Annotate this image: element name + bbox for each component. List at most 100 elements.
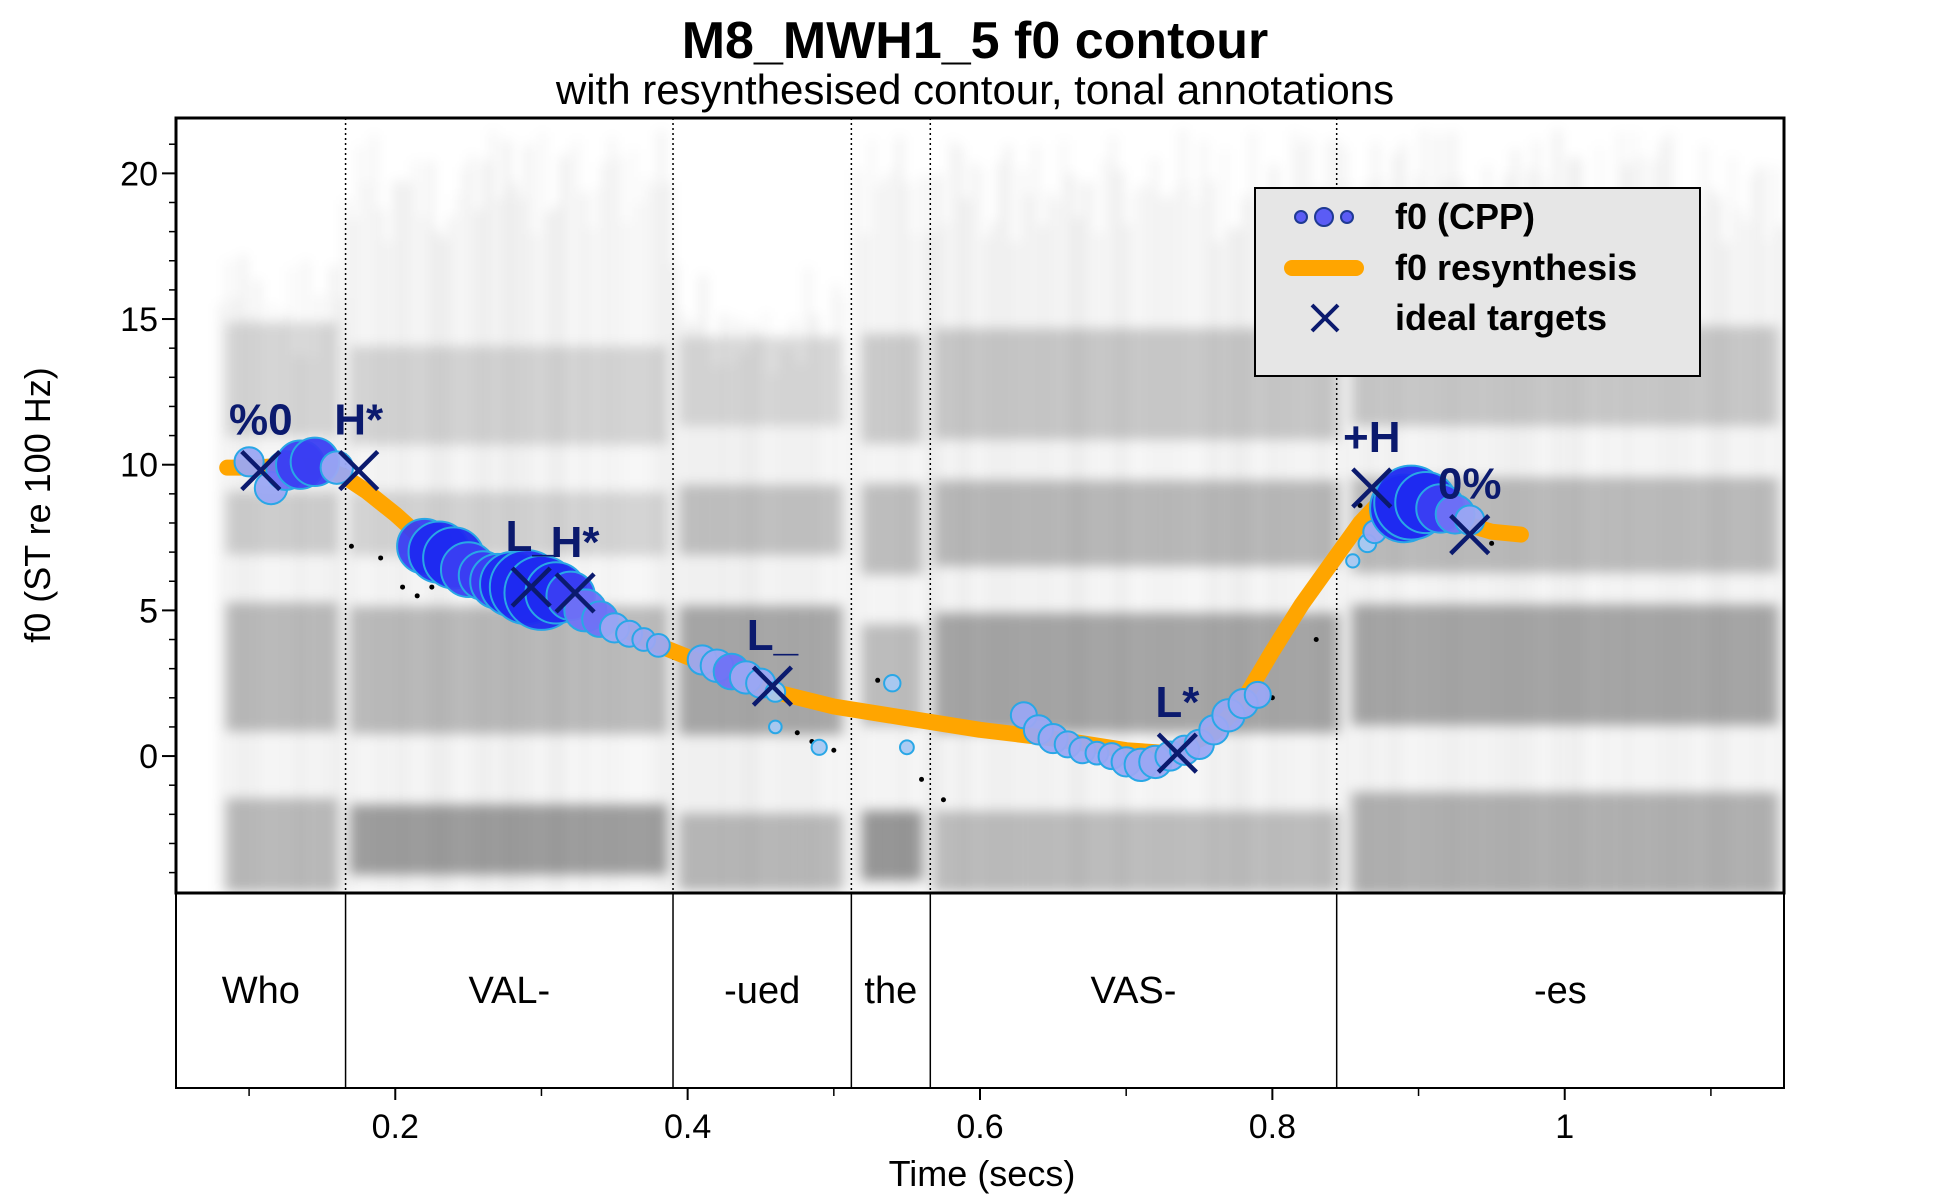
cpp-point <box>646 632 671 658</box>
legend-label-cpp: f0 (CPP) <box>1395 196 1535 237</box>
target-x-stroke <box>240 449 282 492</box>
y-tick-label: 10 <box>120 447 158 485</box>
formant-band <box>350 804 668 875</box>
ideal-target-markers: %0 H*L_H*L_L*+H0% <box>229 396 1502 774</box>
target-x-stroke <box>338 449 380 492</box>
legend-swatch-cpp <box>1294 207 1354 227</box>
target-marker <box>1449 514 1491 556</box>
legend: f0 (CPP) f0 resynthesis ideal targets <box>1254 187 1701 377</box>
spectrogram-column <box>233 297 238 893</box>
spectrogram-column <box>841 297 846 893</box>
x-tick-label: 1 <box>1555 1108 1574 1146</box>
spectrogram-column <box>834 284 839 893</box>
unvoiced-point <box>794 730 800 736</box>
spectrogram-column <box>680 311 685 893</box>
formant-band <box>934 612 1340 733</box>
spectrogram-column <box>701 274 706 893</box>
target-marker <box>240 449 282 492</box>
unvoiced-point <box>1313 637 1319 643</box>
target-marker <box>338 449 380 492</box>
x-tick-label: 0.2 <box>372 1108 419 1146</box>
y-tick-label: 5 <box>139 592 158 630</box>
spectrogram-column <box>338 298 343 893</box>
target-x-stroke <box>1449 514 1491 556</box>
target-x-stroke <box>510 566 552 608</box>
formant-band <box>225 491 339 555</box>
y-tick-label: 20 <box>120 155 158 193</box>
unvoiced-point <box>414 593 420 599</box>
formant-band <box>225 322 339 437</box>
spectrogram-column <box>344 199 349 893</box>
target-marker <box>554 572 596 614</box>
chart-title: M8_MWH1_5 f0 contour <box>682 12 1269 70</box>
tone-label: +H <box>1343 413 1400 462</box>
y-axis-label: f0 (ST re 100 Hz) <box>17 367 58 642</box>
unvoiced-point <box>940 797 946 803</box>
unvoiced-point <box>919 776 925 782</box>
unvoiced-point <box>1489 540 1495 546</box>
spectrogram-column <box>666 182 671 893</box>
target-marker <box>751 665 794 707</box>
spectrogram-column <box>722 314 727 893</box>
spectrogram-column <box>1779 226 1784 893</box>
tone-label: L_ <box>506 512 558 561</box>
spectrogram-column <box>925 175 930 893</box>
tone-label: L* <box>1155 678 1200 727</box>
spectrogram-column <box>268 304 273 893</box>
spectrogram-column <box>1341 146 1346 893</box>
cpp-point <box>883 674 902 693</box>
x-tick-label: 0.4 <box>664 1108 711 1146</box>
word-label: VAS- <box>1091 970 1177 1012</box>
target-marker <box>1156 732 1198 774</box>
legend-label-targets: ideal targets <box>1395 297 1607 338</box>
cpp-point <box>1454 504 1486 536</box>
unvoiced-point <box>400 584 406 590</box>
spectrogram-column <box>813 315 818 893</box>
spectrogram-column <box>303 260 308 893</box>
cpp-point <box>768 719 783 735</box>
target-x-stroke <box>554 572 596 614</box>
word-tier: Who VAL- -ued the VAS- -es <box>222 970 1587 1012</box>
formant-band <box>934 480 1340 567</box>
unvoiced-point <box>378 555 384 561</box>
formant-band <box>350 346 668 445</box>
word-label: the <box>864 970 917 1012</box>
cpp-point <box>1345 553 1361 569</box>
tone-label: 0% <box>1438 460 1502 509</box>
target-x-stroke <box>751 665 794 707</box>
spectrogram-column <box>254 279 259 893</box>
spectrogram-column <box>317 295 322 893</box>
spectrogram-column <box>331 266 336 893</box>
x-axis: 0.2 0.4 0.6 0.8 1 <box>248 1088 1712 1146</box>
spectrogram-column <box>848 372 853 893</box>
f0-cpp-points <box>233 436 1486 783</box>
tone-label: H* <box>551 518 601 567</box>
spectrogram-column <box>226 259 231 893</box>
word-label: -es <box>1534 970 1587 1012</box>
x-tick-label: 0.6 <box>956 1108 1003 1146</box>
y-tick-label: 15 <box>120 301 158 339</box>
formant-band <box>861 810 923 881</box>
spectrogram-column <box>1012 241 1017 893</box>
tone-label: %0 <box>229 396 293 445</box>
target-x-stroke <box>1156 732 1198 774</box>
formant-band <box>225 602 339 732</box>
unvoiced-point <box>348 543 354 549</box>
legend-swatch-targets <box>1310 303 1340 333</box>
resynthesis-line <box>219 456 1529 762</box>
spectrogram-column <box>764 312 769 893</box>
spectrogram-column <box>673 264 678 893</box>
formant-band <box>679 336 843 426</box>
legend-label-resynthesis: f0 resynthesis <box>1395 247 1637 288</box>
spectrogram-column <box>282 311 287 893</box>
spectrogram-column <box>589 227 594 893</box>
spectrogram-column <box>386 240 391 893</box>
formant-band <box>934 811 1340 893</box>
formant-band <box>1351 792 1778 893</box>
formant-band <box>861 333 923 444</box>
x-axis-label: Time (secs) <box>889 1153 1076 1194</box>
cpp-point <box>899 739 915 756</box>
word-label: Who <box>222 970 300 1012</box>
word-boundary-lines <box>344 118 1338 1088</box>
word-label: -ued <box>724 970 800 1012</box>
